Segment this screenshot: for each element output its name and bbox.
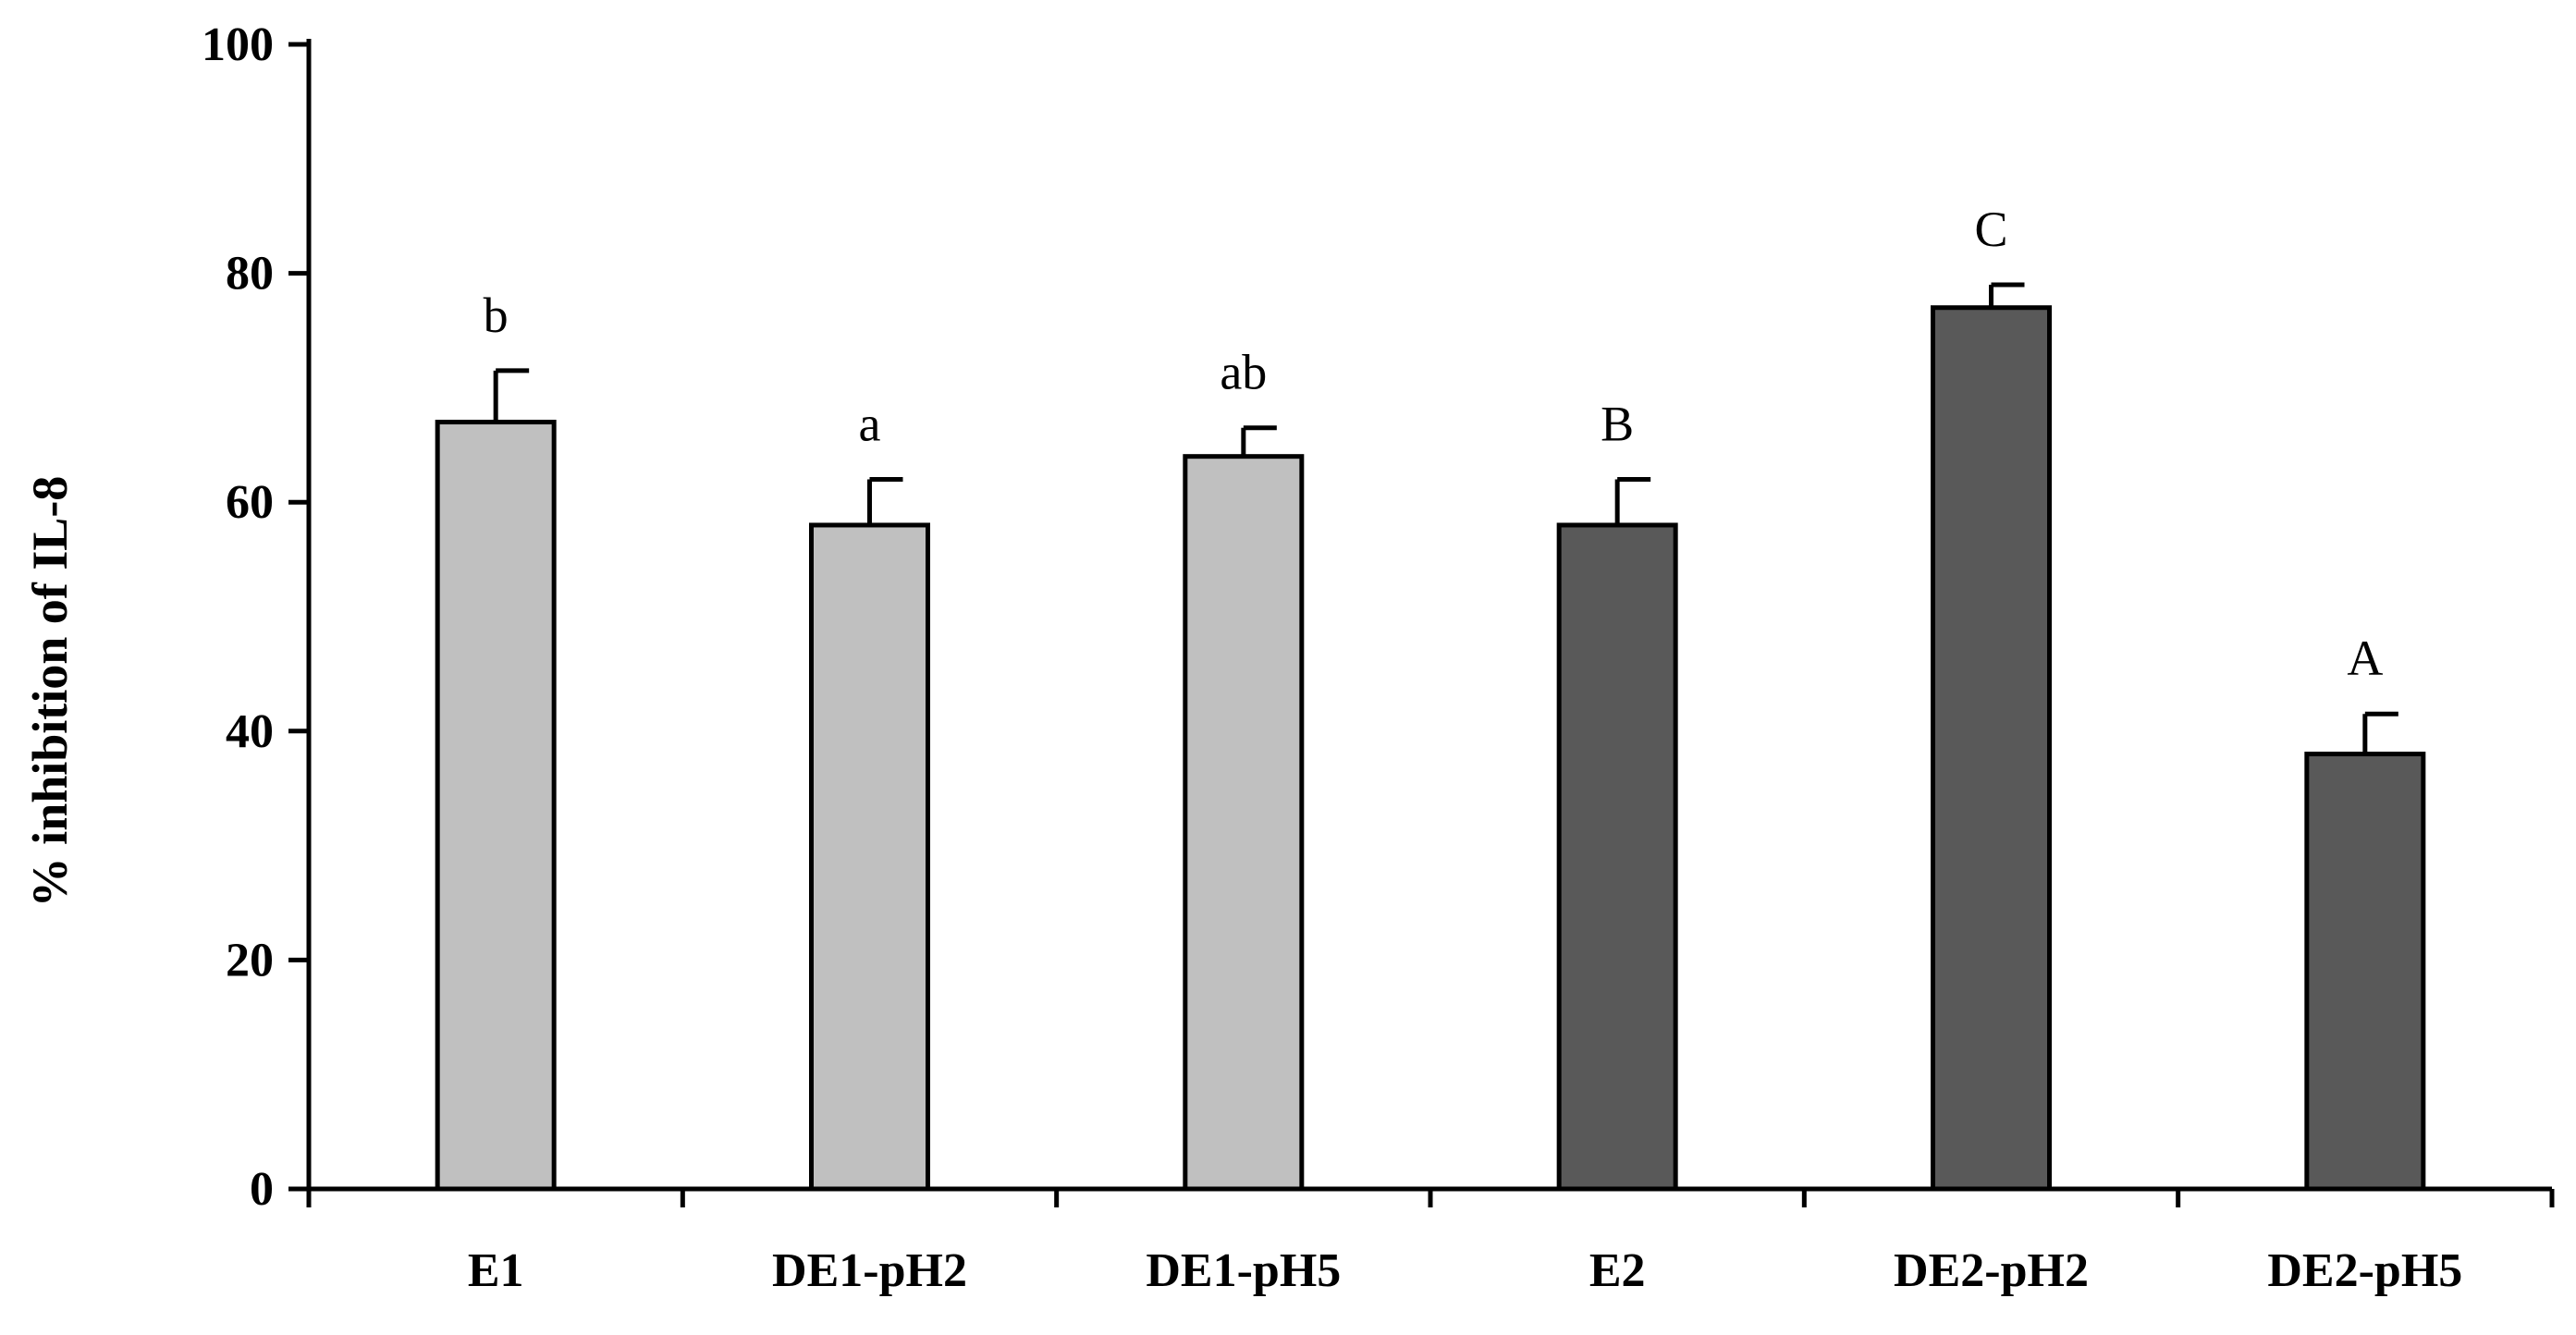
x-tick-label: DE2-pH2 bbox=[1894, 1244, 2089, 1297]
error-bars-layer bbox=[493, 282, 2398, 754]
x-tick-label: DE2-pH5 bbox=[2267, 1244, 2462, 1297]
bar bbox=[809, 522, 930, 1192]
significance-label: B bbox=[1601, 396, 1634, 451]
bar bbox=[1183, 454, 1305, 1192]
bar bbox=[1556, 522, 1678, 1192]
x-tick-label: DE1-pH2 bbox=[772, 1244, 967, 1297]
bars-layer bbox=[435, 305, 2426, 1192]
y-tick-label: 20 bbox=[226, 934, 274, 986]
y-tick-label: 0 bbox=[250, 1163, 274, 1216]
significance-label: ab bbox=[1220, 345, 1267, 400]
significance-label: A bbox=[2347, 631, 2383, 686]
x-tick-label: DE1-pH5 bbox=[1146, 1244, 1341, 1297]
x-tick-label: E1 bbox=[468, 1244, 524, 1297]
axes-layer bbox=[288, 39, 2555, 1207]
bar bbox=[1931, 305, 2052, 1192]
y-tick-label: 100 bbox=[202, 18, 274, 71]
y-tick-label: 40 bbox=[226, 705, 274, 758]
y-tick-label: 60 bbox=[226, 476, 274, 529]
significance-label: a bbox=[859, 396, 881, 451]
y-tick-label: 80 bbox=[226, 248, 274, 300]
significance-label: C bbox=[1974, 202, 2007, 257]
significance-label: b bbox=[484, 288, 509, 343]
labels-layer: 0 20 40 60 80 100 b E1 a DE1-pH2 ab DE1-pH5 B E2 C DE2-… bbox=[202, 18, 2462, 1297]
bar bbox=[435, 420, 557, 1192]
y-axis-label: % inhibition of IL-8 bbox=[22, 476, 78, 908]
x-tick-label: E2 bbox=[1589, 1244, 1646, 1297]
bar bbox=[2304, 752, 2426, 1192]
